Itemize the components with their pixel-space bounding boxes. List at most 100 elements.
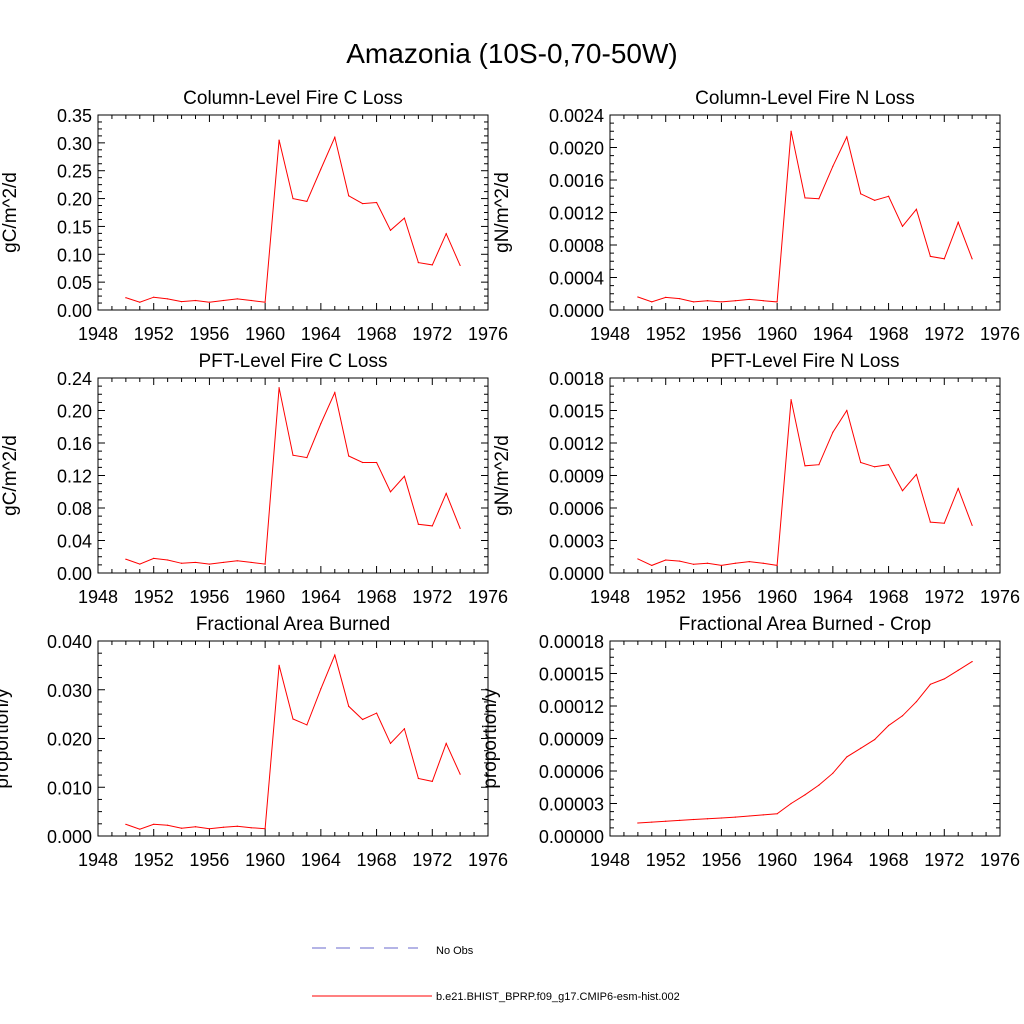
data-point [153,557,155,559]
y-tick-label: 0.05 [57,273,92,293]
x-tick-label: 1968 [869,850,909,870]
y-tick-label: 0.000 [47,827,92,847]
data-point [846,409,848,412]
data-point [348,195,350,197]
data-point [818,784,820,786]
data-point [125,297,127,299]
data-point [790,399,792,401]
x-tick-label: 1948 [590,850,630,870]
y-tick-label: 0.30 [57,134,92,154]
x-tick-label: 1964 [301,850,341,870]
data-point [445,742,447,744]
data-point [832,772,834,774]
y-tick-label: 0.0000 [549,564,604,584]
data-point [860,461,862,464]
x-tick-label: 1976 [468,850,508,870]
data-point [417,777,419,780]
data-point [167,559,169,561]
data-point [375,712,378,714]
data-point [692,563,695,565]
chart-panel-6: 1948 1952 1956 1960 1964 1968 1972 1976 0.00000 0… [480,614,1020,870]
x-tick-label: 1952 [134,587,174,607]
y-axis-label: gC/m^2/d [0,172,21,253]
x-tick-label: 1976 [980,850,1020,870]
data-point [389,742,392,744]
panel-title: Fractional Area Burned [196,614,390,635]
series-line-1 [637,131,973,303]
data-point [679,560,681,562]
x-tick-label: 1976 [468,324,508,344]
data-point [292,454,294,456]
x-tick-label: 1976 [468,587,508,607]
data-point [637,822,639,824]
data-point [846,136,848,138]
x-tick-label: 1968 [869,587,909,607]
series-line-1 [125,135,461,303]
data-point [180,827,183,829]
y-tick-label: 0.35 [57,106,92,126]
y-tick-label: 0.00006 [539,762,604,782]
data-point [706,562,709,564]
data-point [362,718,364,721]
data-point [139,301,141,303]
data-point [957,487,959,490]
data-point [320,422,322,425]
y-tick-label: 0.0012 [549,434,604,454]
y-tick-label: 0.00009 [539,730,604,750]
x-tick-label: 1976 [980,324,1020,344]
data-point [832,431,834,433]
data-point [194,299,197,302]
panel-title: Column-Level Fire N Loss [695,88,915,109]
x-tick-label: 1972 [924,324,964,344]
data-point [901,490,904,492]
data-point [665,820,667,822]
x-tick-label: 1960 [757,850,797,870]
data-point [334,654,336,656]
plot-frame [609,640,1001,837]
data-point [818,464,820,466]
y-tick-label: 0.12 [57,467,92,487]
data-point [887,195,890,197]
data-point [375,461,378,464]
data-point [720,817,723,819]
x-tick-label: 1964 [813,587,853,607]
data-point [250,561,252,564]
data-point [459,773,461,775]
data-point [292,718,294,720]
data-point [762,814,764,816]
legend-label-obs: No Obs [436,945,474,957]
data-point [445,233,447,235]
y-tick-label: 0.040 [47,632,92,652]
panel-title: PFT-Level Fire C Loss [199,351,388,372]
data-point [389,229,392,231]
y-tick-label: 0.0004 [549,269,604,289]
panel-title: Fractional Area Burned - Crop [679,614,931,635]
data-point [957,221,959,223]
x-tick-label: 1956 [701,324,741,344]
y-tick-label: 0.010 [47,778,92,798]
y-tick-label: 0.16 [57,434,92,454]
data-point [860,747,862,749]
plot-frame [609,377,1001,574]
y-tick-label: 0.20 [57,190,92,210]
data-point [194,826,197,828]
x-tick-label: 1960 [245,587,285,607]
data-point [278,139,280,141]
data-point [264,563,266,565]
data-point [167,298,169,300]
chart-panel-3: 1948 1952 1956 1960 1964 1968 1972 1976 0.00 0.04… [0,351,508,607]
data-point [222,299,224,302]
data-point [180,562,183,564]
y-tick-label: 0.0012 [549,204,604,224]
chart-panel-2: 1948 1952 1956 1960 1964 1968 1972 1976 0.0000 0.… [492,88,1020,344]
data-point [320,688,322,690]
data-point [706,818,709,820]
data-point [375,201,378,204]
data-point [874,738,876,741]
data-point [720,564,723,567]
y-axis-label: gC/m^2/d [0,435,21,516]
data-point [320,168,322,170]
data-point [832,165,834,167]
x-tick-label: 1948 [78,587,118,607]
series-line-1 [637,661,973,824]
